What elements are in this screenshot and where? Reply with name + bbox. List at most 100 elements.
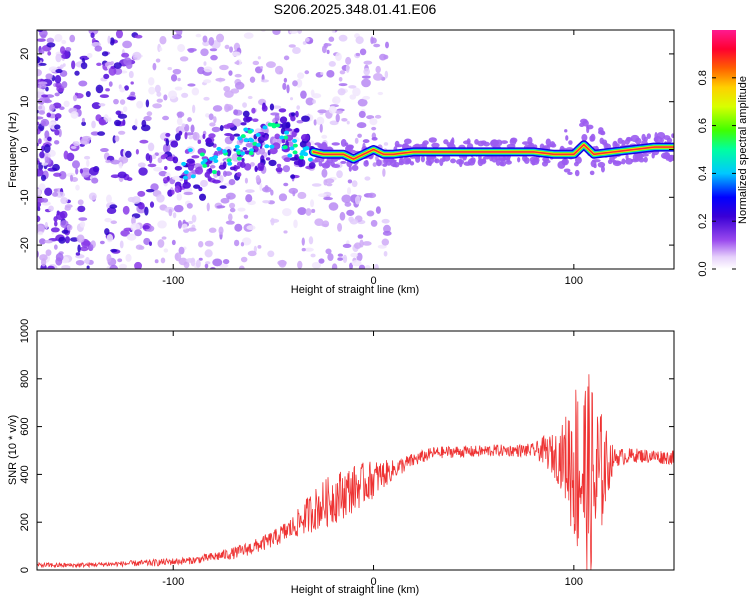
spectrogram-blob [195, 259, 201, 268]
spectrogram-blob [122, 40, 133, 49]
spectrogram-hotspot [190, 174, 196, 179]
spectrogram-blob [90, 32, 95, 39]
spectrogram-hotspot [249, 138, 255, 143]
spectrogram-hotspot [211, 170, 217, 175]
spectrogram-blob [367, 192, 377, 199]
snr-y-ticks: 0 200 400 600 800 1000 [19, 319, 674, 573]
spectrogram-blob [54, 129, 60, 136]
spectrogram-hotspot [183, 170, 189, 175]
spectrogram-hotspot [237, 136, 243, 141]
spectrogram-blob [269, 218, 280, 223]
spectrogram-blob [338, 83, 348, 87]
spectrogram-blob [295, 78, 303, 88]
spectrogram-blob [297, 30, 302, 34]
spectrogram-blob [241, 237, 252, 246]
spectrogram-halo-blob [643, 156, 648, 163]
spectrogram-blob [310, 199, 315, 208]
spectrogram-halo-blob [671, 133, 674, 138]
spectrogram-blob [317, 109, 328, 114]
spectrogram-blob [53, 172, 62, 177]
spectrogram-blob [383, 250, 388, 257]
spectrogram-hotspot [292, 150, 298, 155]
spectrogram-blob [222, 170, 228, 177]
spectrogram-blob [370, 219, 378, 227]
spectrogram-blob [43, 144, 51, 153]
spectrogram-halo-blob [654, 132, 658, 140]
spectrogram-blob [304, 247, 314, 252]
spectrogram-blob [187, 220, 194, 225]
spectrogram-halo-blob [242, 146, 248, 151]
spectrogram-hotspot [209, 156, 215, 161]
spectrogram-blob [325, 248, 332, 255]
spectrogram-blob [243, 32, 254, 39]
spectrogram-blob [45, 86, 49, 92]
spectrogram-blob [54, 74, 62, 84]
spectrogram-blob [91, 120, 96, 129]
spectrogram-hotspot [282, 145, 288, 150]
spectrogram-blob [121, 52, 130, 58]
spectrogram-blob [222, 258, 230, 265]
spectrogram-blob [37, 201, 42, 208]
spectrogram-halo-blob [226, 122, 235, 128]
spectrogram-blob [46, 42, 56, 48]
spectrogram-blob [44, 187, 53, 197]
spectrogram-halo-blob [290, 174, 296, 179]
spectrogram-blob [249, 76, 256, 83]
spectrogram-blob [296, 105, 301, 110]
spectrogram-blob [383, 142, 389, 146]
spectrogram-halo-blob [208, 167, 213, 173]
spectrogram-blob [187, 83, 196, 87]
spectrogram-halo-blob [229, 166, 236, 171]
spectrogram-blob [53, 140, 60, 145]
spectrogram-x-ticks: -100 0 100 [162, 30, 583, 287]
spectrogram-blob [52, 102, 62, 109]
spectrogram-blob [381, 218, 390, 224]
spectrogram-halo-blob [244, 163, 252, 171]
spectrogram-blob [148, 86, 156, 95]
spectrogram-blob [167, 66, 173, 71]
spectrogram-blob [108, 66, 117, 76]
spectrogram-blob [160, 257, 166, 264]
spectrogram-halo-blob [500, 159, 507, 167]
spectrogram-blob [208, 36, 215, 46]
spectrogram-blob [257, 56, 261, 60]
spectrogram-halo-blob [477, 140, 485, 147]
spectrogram-halo-blob [164, 165, 168, 170]
spectrogram-blob [54, 92, 60, 97]
spectrogram-blob [77, 244, 81, 253]
spectrogram-blob [86, 159, 90, 167]
spectrogram-blob [249, 162, 255, 167]
spectrogram-halo-blob [279, 116, 288, 124]
spectrogram-halo-blob [614, 143, 620, 148]
spectrogram-blob [154, 84, 161, 94]
spectrogram-halo-blob [207, 176, 212, 182]
spectrogram-halo-blob [563, 168, 571, 173]
spectrogram-halo-blob [574, 169, 580, 177]
spectrogram-blob [212, 258, 223, 267]
spectrogram-blob [58, 170, 67, 180]
spectrogram-blob [260, 79, 270, 83]
spectrogram-blob [143, 237, 151, 246]
spectrogram-blob [66, 172, 75, 177]
spectrogram-blob [202, 35, 208, 43]
spectrogram-blob [118, 130, 126, 135]
spectrogram-blob [329, 120, 339, 126]
spectrogram-blob [382, 230, 392, 236]
spectrogram-blob [229, 202, 236, 209]
spectrogram-blob [192, 131, 200, 141]
spectrogram-blob [131, 216, 136, 226]
spectrogram-blob [64, 204, 73, 208]
spectrogram-halo-blob [275, 166, 283, 173]
spectrogram-blob [209, 122, 216, 127]
spectrogram-halo-blob [216, 170, 221, 177]
spectrogram-halo-blob [500, 140, 508, 144]
spectrogram-blob [105, 159, 111, 164]
spectrogram-blob [283, 55, 290, 61]
spectrogram-blob [96, 62, 102, 67]
spectrogram-halo-blob [281, 122, 291, 130]
spectrogram-blob [195, 33, 202, 38]
spectrogram-halo-blob [174, 165, 183, 171]
spectrogram-blob [345, 64, 350, 73]
spectrogram-blob [375, 65, 381, 74]
spectrogram-blob [338, 34, 348, 42]
